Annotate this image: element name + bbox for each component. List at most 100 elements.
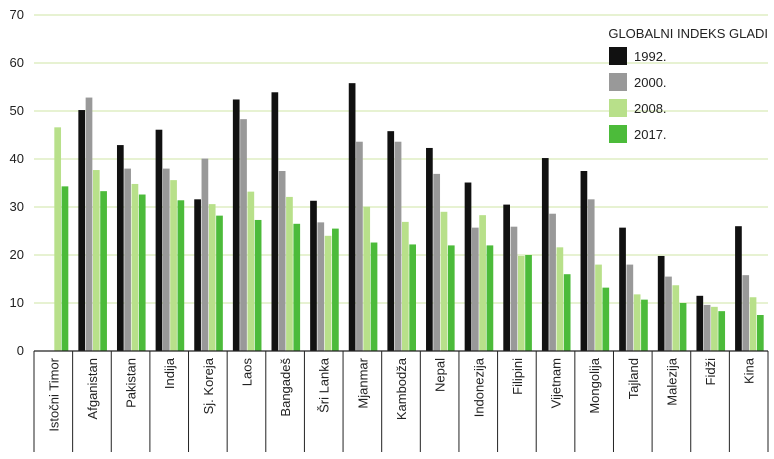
y-tick-label: 70: [10, 7, 24, 22]
bar: [116, 145, 124, 351]
bar: [696, 295, 704, 351]
legend-label: 1992.: [634, 49, 667, 64]
y-tick-label: 10: [10, 295, 24, 310]
bar: [440, 211, 448, 351]
bar: [247, 191, 255, 351]
bar: [278, 171, 286, 351]
bar: [641, 299, 648, 351]
y-tick-label: 40: [10, 151, 24, 166]
bar: [409, 244, 416, 351]
bar: [124, 168, 131, 351]
legend-label: 2008.: [634, 101, 667, 116]
bars: [54, 83, 764, 351]
y-tick-label: 30: [10, 199, 24, 214]
legend-label: 2000.: [634, 75, 667, 90]
bar: [232, 99, 240, 351]
bar: [170, 180, 177, 351]
category-label: Kambodža: [394, 357, 409, 420]
bar: [672, 285, 680, 351]
category-labels: Istočni Timor Afganistan Pakistan Indija Sj.…: [46, 357, 756, 431]
category-label: Istočni Timor: [46, 357, 61, 431]
bar: [517, 255, 525, 351]
bar: [657, 255, 665, 351]
category-label: Filipini: [510, 358, 525, 395]
bar: [348, 83, 356, 351]
bar: [293, 223, 301, 351]
legend-swatch: [609, 73, 627, 91]
bar: [138, 194, 146, 351]
category-label: Bangadeš: [278, 358, 293, 417]
bar: [240, 119, 247, 351]
category-label: Mongolija: [587, 357, 602, 413]
bar: [742, 275, 750, 351]
legend-label: 2017.: [634, 127, 667, 142]
legend-swatch: [609, 125, 627, 143]
bar: [131, 183, 139, 351]
bar: [735, 226, 742, 351]
bar: [486, 245, 494, 351]
bar: [61, 186, 69, 351]
bar: [271, 92, 279, 351]
bar: [387, 131, 395, 351]
y-tick-label: 50: [10, 103, 24, 118]
legend-swatch: [609, 47, 627, 65]
category-label: Kina: [742, 357, 757, 384]
y-tick-label: 20: [10, 247, 24, 262]
bar: [317, 222, 325, 351]
bar: [665, 276, 672, 351]
bar: [595, 264, 602, 351]
bar: [286, 196, 293, 351]
bar: [587, 199, 595, 351]
bar: [370, 242, 378, 351]
bar: [447, 245, 455, 351]
bar: [78, 110, 86, 351]
bar: [580, 171, 588, 351]
category-label: Pakistan: [124, 358, 139, 408]
legend-title: GLOBALNI INDEKS GLADI: [608, 26, 768, 41]
y-axis-ticks: 0 10 20 30 40 50 60 70: [10, 7, 24, 358]
bar: [208, 204, 216, 351]
category-label: Sj. Koreja: [201, 357, 216, 414]
bar: [332, 228, 339, 351]
bar: [402, 221, 409, 351]
category-label: Mjanmar: [355, 357, 370, 408]
bar: [426, 147, 433, 351]
bar: [626, 264, 634, 351]
category-label: Afganistan: [85, 358, 100, 419]
legend-swatch: [609, 99, 627, 117]
bar: [525, 255, 532, 351]
bar: [324, 235, 332, 351]
category-label: Fidži: [703, 358, 718, 386]
bar: [633, 294, 641, 351]
category-label: Indonezija: [471, 357, 486, 417]
bar: [563, 274, 571, 351]
bar: [85, 97, 93, 351]
bar: [718, 311, 726, 351]
y-tick-label: 60: [10, 55, 24, 70]
x-axis: [33, 350, 769, 452]
category-label: Vijetnam: [549, 358, 564, 408]
bar: [541, 158, 549, 351]
category-label: Šri Lanka: [317, 357, 332, 413]
category-label: Malezija: [664, 357, 679, 405]
bar: [433, 173, 441, 351]
bar: [503, 204, 510, 351]
bar: [310, 200, 317, 351]
bar: [711, 306, 718, 351]
bar: [194, 199, 201, 351]
category-label: Laos: [239, 358, 254, 387]
bar: [254, 219, 262, 351]
bar: [356, 141, 363, 351]
bar: [602, 287, 610, 351]
category-label: Indija: [162, 357, 177, 389]
category-label: Tajland: [626, 358, 641, 399]
bar: [756, 315, 764, 351]
bar: [556, 247, 564, 351]
bar: [100, 191, 107, 351]
bar: [471, 227, 479, 351]
bar: [703, 304, 711, 351]
bar: [510, 226, 518, 351]
bar: [479, 215, 486, 351]
bar: [155, 129, 163, 351]
